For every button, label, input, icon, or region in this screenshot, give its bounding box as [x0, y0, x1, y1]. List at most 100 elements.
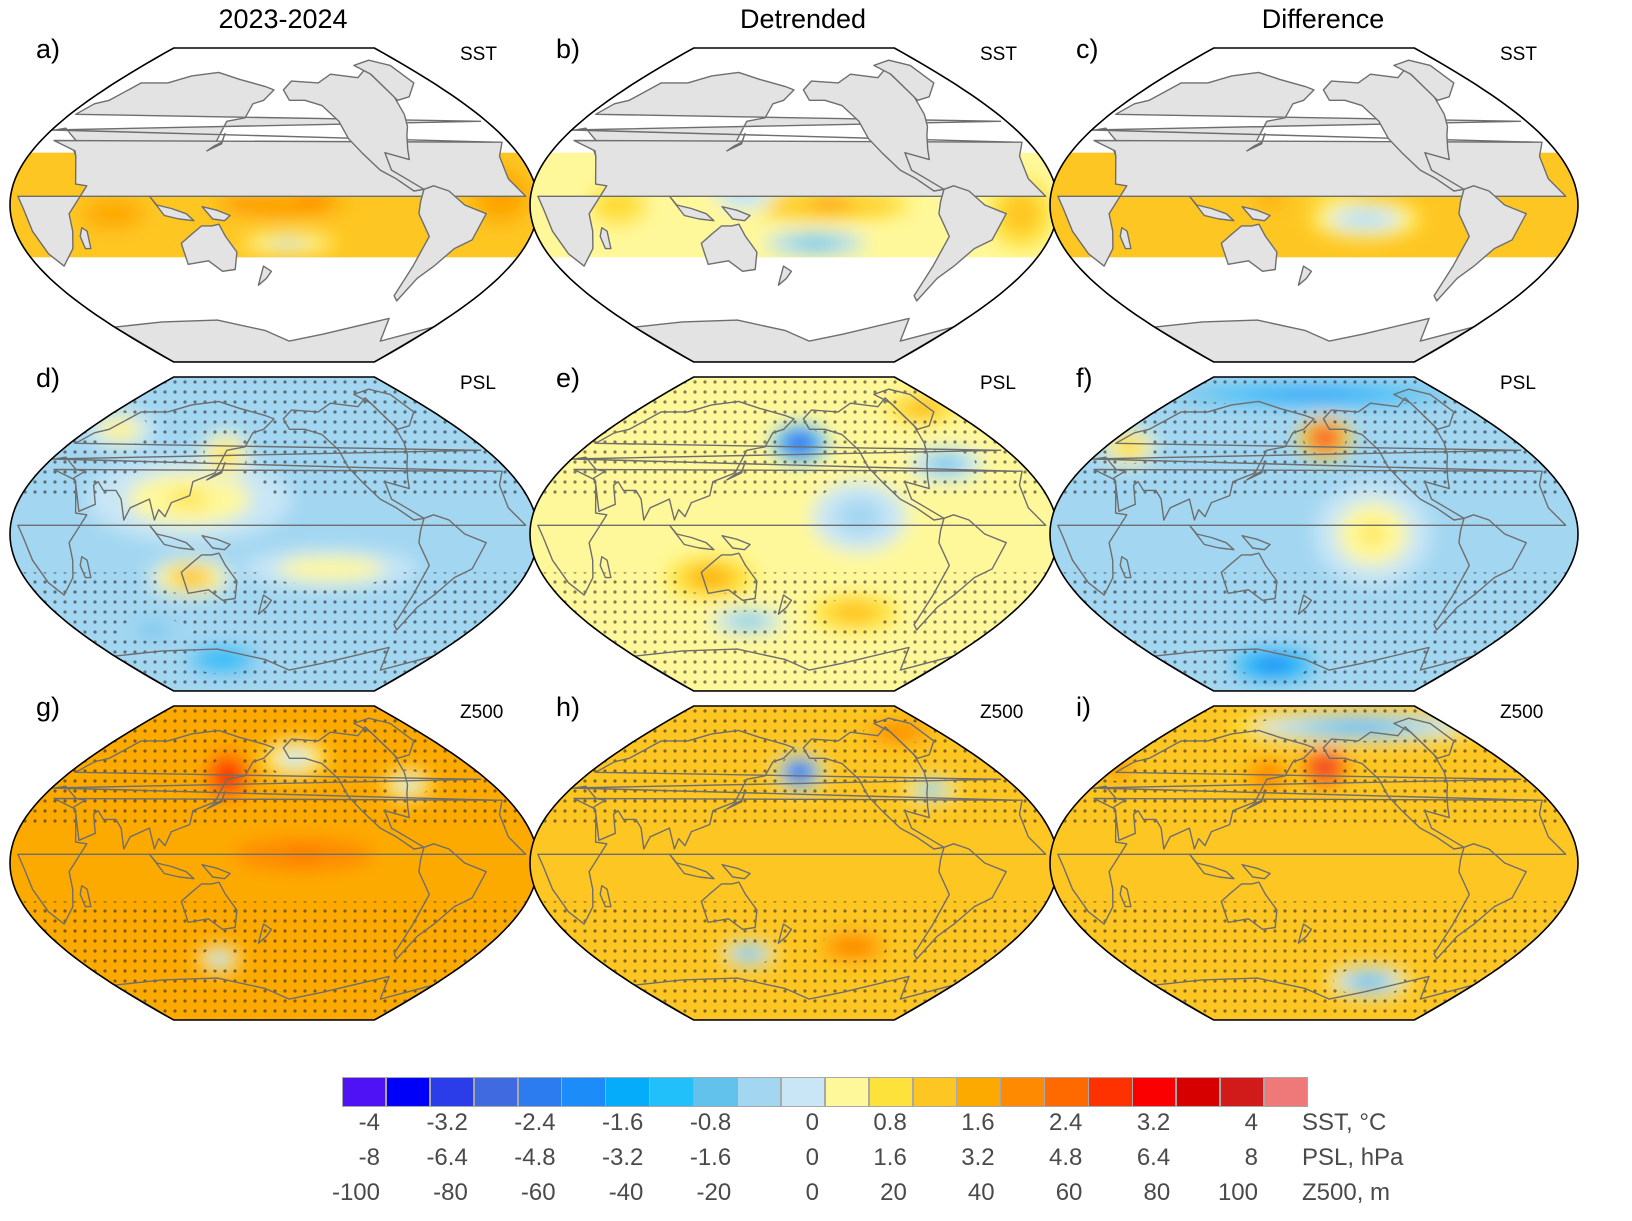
anomaly-contour — [303, 199, 318, 204]
landmass — [114, 317, 434, 362]
landmass — [726, 132, 746, 152]
colorbar-tick-label: -8 — [358, 1144, 380, 1171]
landmass — [1119, 227, 1132, 250]
colorbar-tick-label: -1.6 — [602, 1109, 644, 1136]
colorbar-tick-label: 8 — [1244, 1144, 1258, 1171]
landmass — [1154, 317, 1474, 362]
map-border — [1049, 705, 1579, 1021]
colorbar-swatch — [430, 1078, 474, 1106]
colorbar-swatch — [1045, 1078, 1088, 1106]
landmass — [1057, 139, 1567, 267]
landmass — [537, 468, 1047, 596]
colorbar-tick-label: -100 — [331, 1179, 380, 1206]
map-panel-g — [9, 705, 539, 1021]
colorbar-swatch — [518, 1078, 561, 1106]
colorbar-swatch — [957, 1078, 1000, 1106]
landmass — [1119, 556, 1132, 579]
anomaly-contour — [102, 208, 124, 219]
colorbar-swatch — [1176, 1078, 1220, 1106]
panel-variable-label-c: SST — [1500, 44, 1537, 65]
colorbar-tick-label: 0.8 — [873, 1109, 907, 1136]
panel-variable-label-f: PSL — [1500, 373, 1536, 394]
colorbar-swatch — [781, 1078, 825, 1106]
landmass — [1322, 726, 1465, 850]
landmass — [1246, 790, 1266, 810]
landmass — [114, 646, 434, 691]
colorbar-tick-label: -6.4 — [426, 1144, 468, 1171]
landmass — [180, 881, 238, 930]
panel-variable-label-a: SST — [460, 44, 497, 65]
panel-label-g: g) — [36, 692, 61, 722]
landmass — [668, 195, 715, 222]
panel-variable-label-b: SST — [980, 44, 1017, 65]
landmass — [599, 556, 612, 579]
colorbar-tick-label: -40 — [608, 1179, 644, 1206]
landmass — [873, 717, 935, 759]
landmass — [873, 388, 935, 430]
landmass — [913, 843, 1007, 960]
landmass — [1322, 68, 1465, 192]
landmass — [700, 881, 758, 930]
colorbar-swatch — [1089, 1078, 1132, 1106]
landmass — [1433, 514, 1527, 631]
colorbar-swatch — [869, 1078, 913, 1106]
landmass — [802, 68, 945, 192]
colorbar-unit-label: SST, °C — [1302, 1109, 1387, 1136]
landmass — [1188, 853, 1235, 880]
landmass — [599, 885, 612, 908]
colorbar-tick-label: -4.8 — [514, 1144, 556, 1171]
landmass — [668, 524, 715, 551]
significance-stippling — [10, 377, 538, 691]
colorbar-tick-row: -4 -3.2 -2.4 -1.6 -0.8 0 0.8 1.6 2.4 3.2 4 SST, °C — [0, 1109, 1632, 1139]
landmass — [148, 853, 195, 880]
landmass — [634, 975, 954, 1020]
landmass — [777, 265, 793, 286]
colorbar-tick-label: -1.6 — [689, 1144, 732, 1171]
map-border — [1049, 47, 1579, 363]
anomaly-contour — [821, 201, 840, 206]
landmass — [206, 132, 226, 152]
anomaly-contour — [610, 199, 626, 211]
landmass — [201, 206, 231, 222]
panel-variable-label-g: Z500 — [460, 702, 504, 723]
landmass — [777, 923, 793, 944]
map-panel-b — [529, 47, 1059, 363]
landmass — [1154, 646, 1474, 691]
colorbar-tick-label: 100 — [1217, 1179, 1258, 1206]
map-border — [9, 705, 539, 1021]
landmass — [634, 646, 954, 691]
panel-label-i: i) — [1076, 692, 1091, 722]
map-border — [529, 47, 1059, 363]
landmass — [634, 317, 954, 362]
panel-label-c: c) — [1076, 34, 1099, 64]
coastlines — [537, 59, 1047, 362]
significance-stippling — [1050, 706, 1578, 1020]
colorbar-tick-row: -100 -80 -60 -40 -20 0 20 40 60 80 100 Z500, m — [0, 1179, 1632, 1209]
colorbar-tick-label: 0 — [805, 1179, 819, 1206]
landmass — [668, 853, 715, 880]
landmass — [1188, 524, 1235, 551]
landmass — [114, 975, 434, 1020]
colorbar-tick-label: 2.4 — [1049, 1109, 1083, 1136]
landmass — [599, 227, 612, 250]
significance-stippling — [1050, 377, 1578, 691]
landmass — [257, 265, 273, 286]
colorbar-swatch — [650, 1078, 693, 1106]
colorbar-tick-label: 0 — [805, 1109, 819, 1136]
colorbar-tick-row: -8 -6.4 -4.8 -3.2 -1.6 0 1.6 3.2 4.8 6.4 8 PSL, hPa — [0, 1144, 1632, 1174]
landmass — [1241, 864, 1271, 880]
colorbar-tick-label: 3.2 — [1136, 1109, 1171, 1136]
landmass — [282, 726, 425, 850]
landmass — [393, 185, 487, 302]
landmass — [79, 885, 92, 908]
colorbar-swatch — [825, 1078, 869, 1106]
colorbar-tick-label: 40 — [967, 1179, 995, 1206]
anomaly-contour — [1353, 214, 1377, 224]
landmass — [1241, 206, 1271, 222]
panel-variable-label-i: Z500 — [1500, 702, 1544, 723]
colorbar-tick-label: 80 — [1143, 1179, 1171, 1206]
landmass — [1119, 885, 1132, 908]
landmass — [353, 717, 415, 759]
colorbar-tick-label: -20 — [696, 1179, 732, 1206]
map-border — [1049, 376, 1579, 692]
